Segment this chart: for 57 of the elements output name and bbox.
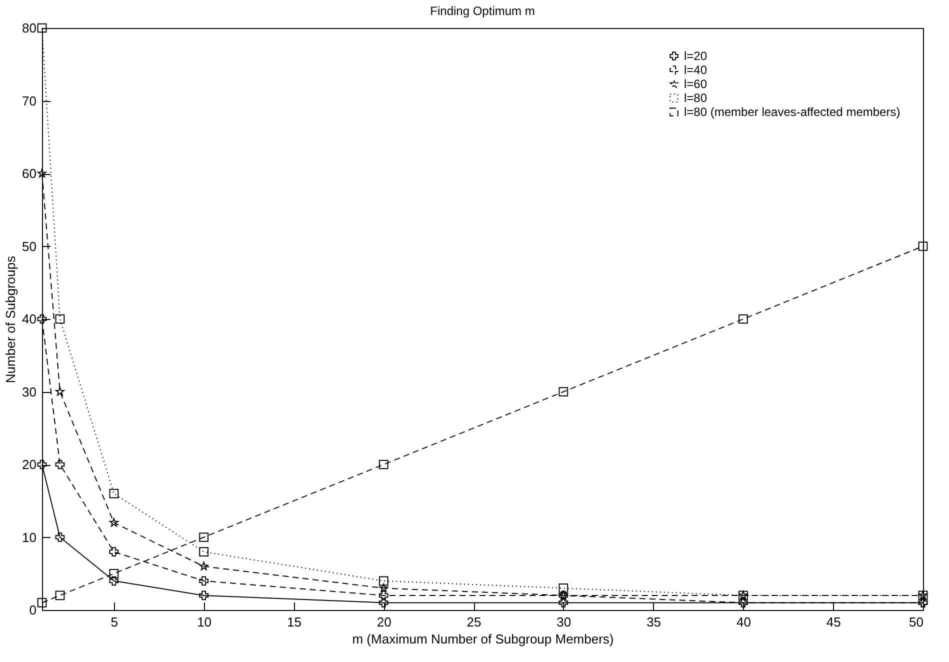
point <box>109 547 119 556</box>
x-tick-label: 15 <box>286 614 302 630</box>
point <box>199 547 208 556</box>
point <box>378 576 388 586</box>
point <box>199 532 208 542</box>
point <box>918 242 928 251</box>
y-tick-label: 80 <box>22 20 36 36</box>
point <box>37 23 47 33</box>
x-tick-label: 10 <box>197 614 212 630</box>
point <box>109 518 118 527</box>
y-tick-label: 20 <box>22 457 36 472</box>
point <box>558 583 568 593</box>
x-tick-label: 20 <box>376 614 392 630</box>
point <box>378 460 388 470</box>
point <box>55 590 65 600</box>
x-tick-label: 50 <box>909 614 924 630</box>
x-tick-label: 25 <box>466 614 482 630</box>
point <box>56 387 64 396</box>
point <box>55 460 65 470</box>
point <box>199 562 208 570</box>
point <box>109 488 119 498</box>
y-axis-title: Number of Subgroups <box>3 255 18 384</box>
x-tick-label: 40 <box>736 614 751 630</box>
point <box>378 598 388 608</box>
point <box>55 532 65 542</box>
y-tick-label: 70 <box>22 93 36 108</box>
x-tick-label: 35 <box>646 614 662 630</box>
point <box>37 314 47 324</box>
y-tick-label: 50 <box>22 238 36 254</box>
y-tick-label: 10 <box>22 530 36 545</box>
point <box>109 568 119 578</box>
point <box>378 590 388 600</box>
y-tick-label: 30 <box>22 384 36 400</box>
point <box>109 576 119 586</box>
x-tick-label: 5 <box>110 614 118 630</box>
x-tick-label: 45 <box>826 614 841 630</box>
point <box>738 314 748 324</box>
point <box>37 460 47 470</box>
point <box>199 576 208 586</box>
legend-label: l=80 <box>684 91 708 105</box>
chart-title: Finding Optimum m <box>430 4 535 18</box>
point <box>37 598 47 608</box>
y-tick-label: 60 <box>22 166 36 181</box>
point <box>558 387 568 396</box>
point <box>199 590 208 600</box>
x-tick-label: 30 <box>556 614 572 630</box>
point <box>55 314 65 324</box>
y-tick-label: 40 <box>22 312 36 326</box>
legend-label: l=40 <box>684 63 708 77</box>
y-tick-label: 0 <box>29 602 36 618</box>
point <box>558 598 568 608</box>
legend-label: l=20 <box>684 49 708 63</box>
legend-label: l=80 (member leaves-affected members) <box>684 105 900 119</box>
x-axis-title: m (Maximum Number of Subgroup Members) <box>352 632 614 646</box>
point <box>38 168 46 178</box>
legend-label: l=60 <box>684 77 708 91</box>
point <box>379 583 388 592</box>
